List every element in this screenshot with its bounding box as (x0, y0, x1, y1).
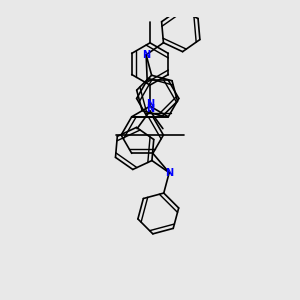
Text: N: N (165, 168, 173, 178)
Text: N: N (146, 99, 154, 109)
Text: N: N (146, 103, 154, 113)
Text: N: N (142, 50, 150, 60)
